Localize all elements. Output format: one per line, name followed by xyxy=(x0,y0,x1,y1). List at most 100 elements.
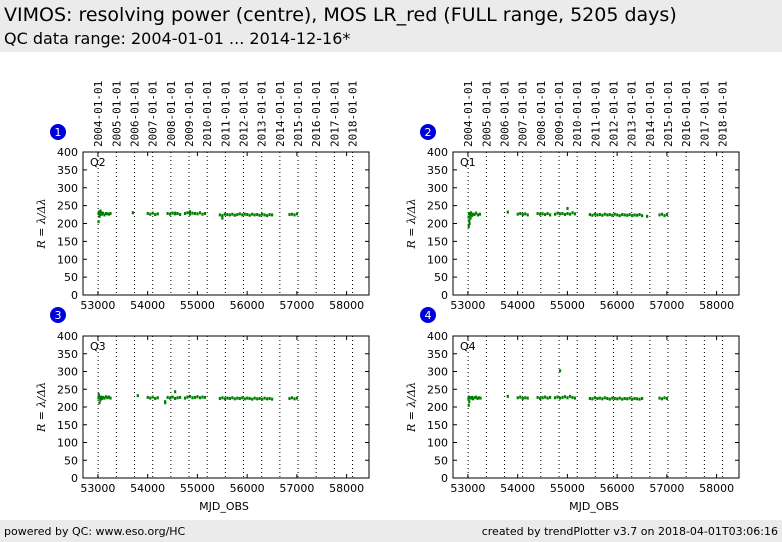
data-point xyxy=(477,396,481,400)
y-tick-label: 250 xyxy=(57,200,78,213)
date-tick-label: 2015-01-01 xyxy=(662,81,675,147)
footer-generator: created by trendPlotter v3.7 on 2018-04-… xyxy=(481,525,778,538)
data-point xyxy=(106,212,109,216)
data-point xyxy=(258,213,261,217)
x-tick-label: 58000 xyxy=(329,299,364,312)
data-point xyxy=(563,395,567,399)
quadrant-label: Q2 xyxy=(90,156,106,169)
data-point xyxy=(641,396,644,400)
data-point xyxy=(221,396,224,400)
data-point xyxy=(603,212,606,216)
panel-number-badge xyxy=(50,124,66,140)
data-point xyxy=(611,396,614,400)
data-point xyxy=(221,214,224,218)
data-point xyxy=(573,396,577,400)
date-tick-label: 2012-01-01 xyxy=(238,81,251,147)
data-point xyxy=(256,397,259,401)
data-point xyxy=(631,397,634,401)
data-point xyxy=(636,397,639,401)
data-point xyxy=(598,396,601,400)
data-point xyxy=(631,214,634,218)
data-point xyxy=(236,213,239,217)
data-point xyxy=(263,396,266,400)
data-point xyxy=(98,214,101,218)
data-point xyxy=(641,214,644,218)
date-tick-label: 2017-01-01 xyxy=(698,81,711,147)
data-point xyxy=(198,211,202,215)
data-point xyxy=(596,213,599,217)
footer-bar: powered by QC: www.eso.org/HC created by… xyxy=(0,520,782,542)
data-point xyxy=(107,212,111,216)
data-point xyxy=(616,213,619,217)
data-point xyxy=(176,396,179,400)
date-tick-label: 2008-01-01 xyxy=(535,81,548,147)
data-point xyxy=(603,396,606,400)
data-point xyxy=(591,397,594,401)
x-tick-label: 53000 xyxy=(80,482,115,495)
y-tick-label: 50 xyxy=(434,454,448,467)
date-tick-label: 2005-01-01 xyxy=(110,81,123,147)
data-point xyxy=(623,396,626,400)
data-point xyxy=(660,212,664,216)
data-point xyxy=(97,393,100,397)
y-tick-label: 0 xyxy=(441,289,448,302)
data-point xyxy=(98,213,102,217)
data-point xyxy=(541,212,544,216)
x-tick-label: 58000 xyxy=(329,482,364,495)
data-point xyxy=(618,396,621,400)
data-point xyxy=(521,396,524,400)
data-point xyxy=(201,212,204,216)
data-point xyxy=(467,224,470,228)
x-tick-label: 55000 xyxy=(550,299,585,312)
y-tick-label: 100 xyxy=(427,437,448,450)
data-point xyxy=(588,213,591,217)
chart-panel-4: 0 50 100 150 200 250 300 350 400 53000 54000 55000 5… xyxy=(405,307,740,513)
data-point xyxy=(203,211,207,215)
x-tick-label: 53000 xyxy=(450,482,485,495)
data-point xyxy=(268,396,271,400)
data-point xyxy=(516,212,519,216)
data-point xyxy=(146,395,149,399)
data-point xyxy=(156,396,159,400)
data-point xyxy=(563,213,567,217)
data-point xyxy=(541,396,544,400)
data-point xyxy=(97,210,101,214)
data-point xyxy=(251,212,254,216)
y-tick-label: 350 xyxy=(57,348,78,361)
panel-number-label: 4 xyxy=(425,309,432,322)
data-point xyxy=(626,213,629,217)
panel-number-label: 1 xyxy=(55,126,62,139)
data-point xyxy=(253,396,256,400)
data-point xyxy=(558,369,562,373)
y-tick-label: 350 xyxy=(427,164,448,177)
data-point xyxy=(601,213,604,217)
x-tick-label: 56000 xyxy=(230,482,265,495)
data-point xyxy=(598,213,601,217)
data-point xyxy=(553,396,557,400)
data-point xyxy=(473,213,476,217)
data-point xyxy=(476,396,479,400)
data-point xyxy=(633,213,636,217)
x-tick-label: 56000 xyxy=(230,299,265,312)
data-point xyxy=(271,397,274,401)
y-tick-label: 200 xyxy=(427,218,448,231)
data-point xyxy=(474,211,478,215)
data-point xyxy=(506,210,509,214)
data-point xyxy=(236,396,239,400)
data-point xyxy=(636,213,639,217)
y-tick-label: 400 xyxy=(57,146,78,159)
data-point xyxy=(553,212,557,216)
data-point xyxy=(186,211,189,215)
data-point xyxy=(218,396,221,400)
data-point xyxy=(203,395,207,399)
y-tick-label: 250 xyxy=(427,383,448,396)
data-point xyxy=(526,396,529,400)
data-point xyxy=(566,211,569,215)
data-point xyxy=(665,396,669,400)
data-point xyxy=(243,212,246,216)
date-tick-label: 2018-01-01 xyxy=(717,81,730,147)
data-point xyxy=(618,214,621,218)
data-point xyxy=(606,396,609,400)
date-tick-label: 2014-01-01 xyxy=(644,81,657,147)
y-tick-label: 150 xyxy=(57,419,78,432)
